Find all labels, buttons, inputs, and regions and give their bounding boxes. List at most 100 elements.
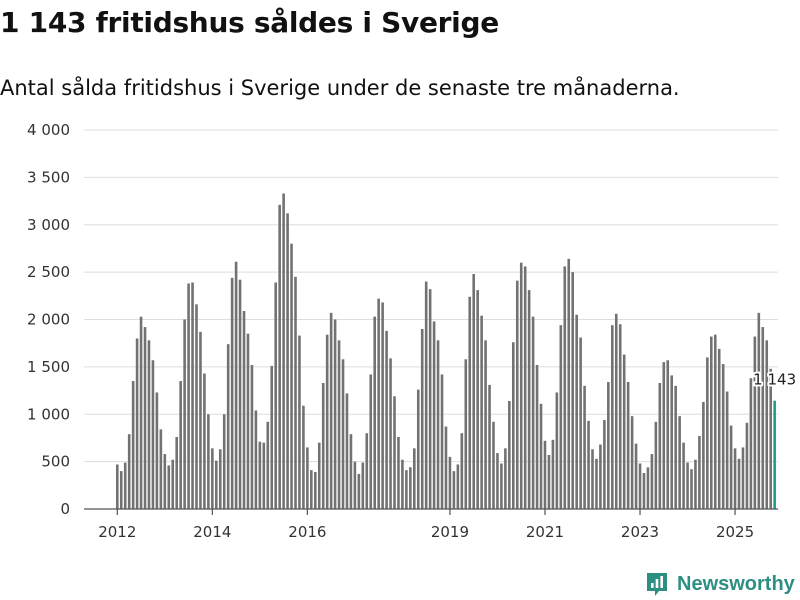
bar xyxy=(270,365,274,509)
bar xyxy=(365,433,369,509)
bar xyxy=(496,453,499,509)
bar xyxy=(123,462,127,509)
bar xyxy=(646,467,650,509)
bar xyxy=(769,368,772,509)
bars xyxy=(116,193,776,510)
bar xyxy=(448,456,452,509)
bar xyxy=(179,381,182,509)
bar xyxy=(583,385,586,509)
bar xyxy=(725,391,729,509)
bar xyxy=(674,385,677,509)
latest-value-label: 1 143 xyxy=(753,371,796,389)
bar xyxy=(702,401,705,509)
bar xyxy=(745,422,749,509)
brand-name: Newsworthy xyxy=(677,572,795,595)
bar xyxy=(131,381,135,509)
bar xyxy=(167,465,171,509)
bar xyxy=(531,316,535,509)
bar xyxy=(143,327,147,509)
bar xyxy=(230,277,234,509)
bar xyxy=(591,449,594,509)
bar xyxy=(650,454,654,509)
bar xyxy=(472,274,475,509)
chart-subtitle: Antal sålda fritidshus i Sverige under d… xyxy=(0,76,680,100)
newsworthy-brand[interactable]: Newsworthy xyxy=(645,569,795,599)
bar xyxy=(306,447,309,509)
bar xyxy=(428,289,432,509)
bar xyxy=(155,392,159,509)
bar xyxy=(690,469,693,509)
bar xyxy=(163,454,167,509)
bar xyxy=(757,312,761,509)
bar xyxy=(226,344,230,509)
bar xyxy=(250,364,254,509)
axes: 0 500 1 000 1 500 2 000 2 500 3 000 3 500 4 000 2… xyxy=(27,121,778,541)
bar xyxy=(413,448,416,509)
bar xyxy=(543,440,547,509)
bar xyxy=(630,416,634,509)
bar xyxy=(401,459,404,509)
bar xyxy=(116,464,119,509)
bar xyxy=(682,442,685,509)
bar xyxy=(444,426,448,509)
bar xyxy=(274,282,277,509)
bar xyxy=(504,448,507,509)
bar xyxy=(175,436,178,509)
bar xyxy=(452,471,456,509)
bar xyxy=(278,204,281,510)
y-tick-label: 1 000 xyxy=(27,405,70,423)
bar xyxy=(559,325,563,509)
x-tick-label: 2012 xyxy=(98,523,136,541)
bar xyxy=(670,375,673,509)
bar xyxy=(321,382,325,509)
bar xyxy=(618,324,622,509)
bar xyxy=(662,362,666,509)
bar xyxy=(638,463,642,509)
bar xyxy=(642,472,646,509)
bar xyxy=(567,258,571,509)
bar xyxy=(349,434,353,509)
x-tick-label: 2014 xyxy=(193,523,231,541)
bar xyxy=(314,472,317,509)
bar xyxy=(563,266,567,509)
bar xyxy=(476,290,479,509)
bar xyxy=(377,298,380,509)
bar xyxy=(500,463,503,509)
bar xyxy=(666,360,670,509)
chart-title: 1 143 fritidshus såldes i Sverige xyxy=(0,6,499,39)
bar xyxy=(515,280,519,509)
bar xyxy=(753,336,757,509)
bar xyxy=(139,316,143,509)
bar xyxy=(587,420,590,509)
bar xyxy=(238,279,242,509)
bar xyxy=(294,276,297,509)
bar xyxy=(203,373,206,509)
bar xyxy=(686,462,689,509)
bar xyxy=(547,454,551,509)
bar xyxy=(171,459,175,509)
bar xyxy=(492,421,495,509)
bar xyxy=(733,448,737,509)
bar xyxy=(658,382,662,509)
bar xyxy=(535,364,539,509)
bar xyxy=(199,331,202,509)
bar xyxy=(389,358,392,509)
bar xyxy=(713,334,717,509)
bar xyxy=(397,436,400,509)
bar xyxy=(571,272,574,509)
bar xyxy=(575,314,578,509)
bar xyxy=(266,421,270,509)
bar xyxy=(325,334,329,509)
y-tick-label: 2 000 xyxy=(27,311,70,329)
bar xyxy=(409,467,412,509)
bar xyxy=(523,266,527,509)
bar xyxy=(488,384,491,509)
bar xyxy=(737,458,741,509)
bar xyxy=(357,473,361,509)
bar xyxy=(195,304,198,509)
bar xyxy=(622,354,626,509)
bar xyxy=(159,429,163,509)
bar xyxy=(539,403,543,509)
bar-latest xyxy=(773,400,776,509)
bar xyxy=(286,213,289,509)
